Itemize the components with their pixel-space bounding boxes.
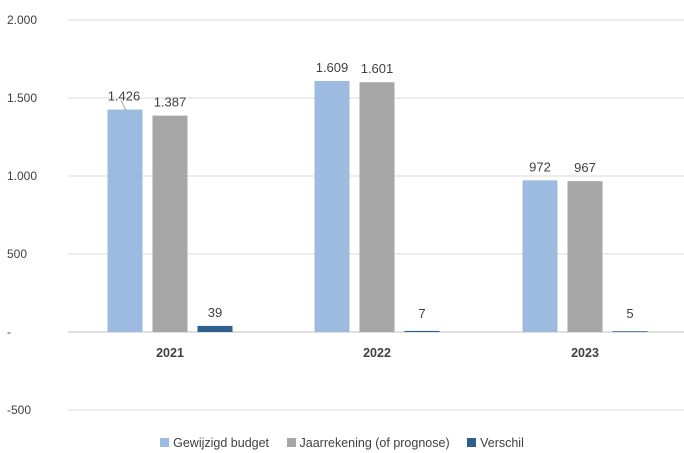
bar-jaarrekening-of-prognose--2021 — [152, 115, 188, 333]
bar-verschil-2023 — [612, 331, 648, 332]
x-category-label: 2022 — [363, 346, 391, 360]
data-label: 1.426 — [108, 89, 141, 104]
data-label: 1.601 — [361, 61, 394, 76]
bar-verschil-2021 — [197, 325, 233, 332]
y-axis: 2.000 1.500 1.000 500 - -500 — [7, 13, 37, 417]
y-tick-label: -500 — [7, 403, 31, 417]
bar-gewijzigd-budget-2023 — [522, 180, 558, 332]
data-label: 7 — [418, 306, 425, 321]
data-labels: 1.426 1.609 972 1.387 1.601 967 39 7 5 — [108, 60, 634, 321]
y-tick-label: 500 — [7, 247, 27, 261]
bars — [107, 80, 648, 333]
legend-item-gewijzigd-budget: Gewijzigd budget — [160, 436, 269, 450]
x-category-label: 2021 — [156, 346, 184, 360]
bar-jaarrekening-of-prognose--2023 — [567, 181, 603, 332]
legend-swatch-gewijzigd-budget — [160, 438, 170, 447]
y-tick-label: 1.000 — [7, 169, 37, 183]
data-label: 1.387 — [154, 95, 187, 110]
y-tick-label: - — [7, 325, 11, 339]
y-tick-label: 2.000 — [7, 13, 37, 27]
legend-label-gewijzigd-budget: Gewijzigd budget — [173, 436, 270, 450]
x-axis: 2021 2022 2023 — [156, 346, 599, 360]
x-category-label: 2023 — [571, 346, 599, 360]
data-label: 39 — [208, 305, 222, 320]
legend-swatch-verschil — [467, 438, 477, 447]
legend-item-verschil: Verschil — [467, 436, 524, 450]
legend-item-jaarrekening: Jaarrekening (of prognose) — [286, 436, 450, 450]
label-leader-line — [120, 99, 127, 112]
legend-label-verschil: Verschil — [480, 436, 524, 450]
legend-swatch-jaarrekening — [286, 438, 296, 447]
data-label: 5 — [626, 306, 633, 321]
bar-gewijzigd-budget-2022 — [314, 80, 350, 332]
legend-label-jaarrekening: Jaarrekening (of prognose) — [299, 436, 450, 450]
bar-gewijzigd-budget-2021 — [107, 109, 143, 332]
data-label: 967 — [574, 160, 596, 175]
bar-jaarrekening-of-prognose--2022 — [359, 82, 395, 332]
data-label: 972 — [529, 159, 551, 174]
y-tick-label: 1.500 — [7, 91, 37, 105]
bar-verschil-2022 — [404, 330, 440, 332]
legend: Gewijzigd budget Jaarrekening (of progno… — [0, 436, 684, 450]
data-label: 1.609 — [316, 60, 349, 75]
